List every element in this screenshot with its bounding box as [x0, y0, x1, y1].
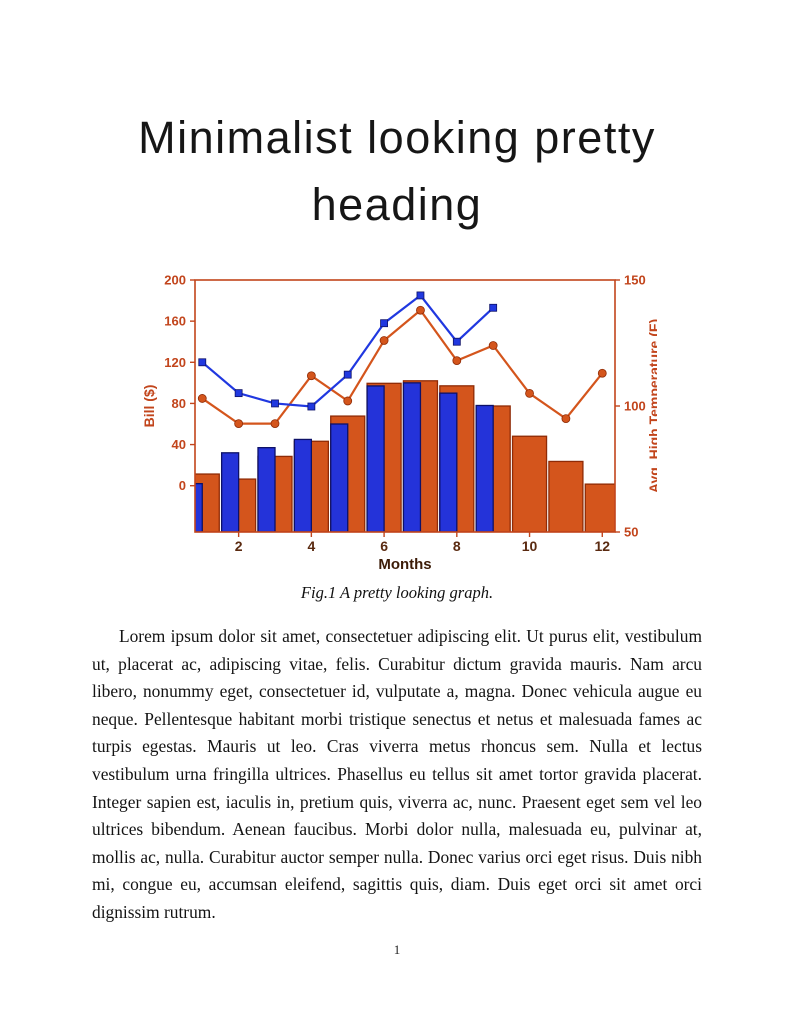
- left-tick-label: 0: [179, 478, 186, 493]
- temperature-line-marker: [452, 356, 462, 366]
- bill-line-marker: [343, 370, 352, 379]
- bill-bars: [194, 382, 494, 532]
- temperature-line-path: [201, 308, 604, 425]
- right-tick-label: 50: [624, 525, 638, 540]
- temperature-line-marker: [488, 341, 498, 350]
- temperature-line-marker: [306, 371, 316, 381]
- bill-line-marker: [271, 399, 279, 408]
- temperature-line: [197, 305, 607, 429]
- bill-line-marker: [198, 358, 207, 367]
- temperature-line-marker: [416, 305, 425, 315]
- x-tick-label: 10: [522, 538, 538, 554]
- left-tick-label: 120: [164, 355, 186, 370]
- bill-line-marker: [489, 303, 498, 312]
- bill-line-marker: [452, 337, 461, 346]
- temperature-line-marker: [597, 368, 607, 378]
- figure-chart: 0 40 80 120 160 200 50 100 150 2 4 6 8 10 12 Months Bill…: [137, 273, 662, 581]
- bill-line: [198, 291, 498, 411]
- bill-line-marker: [380, 319, 388, 328]
- page-number: 1: [393, 942, 401, 957]
- right-tick-label: 150: [624, 274, 646, 288]
- page-title: Minimalist looking pretty heading: [0, 0, 794, 238]
- x-tick-label: 12: [594, 538, 610, 554]
- bill-bars-bar: [330, 423, 349, 532]
- bill-bars-bar: [402, 382, 422, 532]
- temperature-line-marker: [561, 414, 571, 424]
- bill-line-marker: [234, 389, 243, 398]
- temperature-line-marker: [379, 336, 389, 345]
- body-paragraph: Lorem ipsum dolor sit amet, consectetuer…: [92, 626, 702, 922]
- temperature-line-marker: [525, 389, 534, 398]
- left-tick-label: 40: [172, 437, 186, 452]
- temperature-line-marker: [343, 396, 353, 406]
- left-axis-title: Bill ($): [141, 385, 157, 428]
- temperature-bars-bar: [584, 483, 616, 532]
- temperature-bars-bar: [548, 460, 584, 532]
- x-tick-label: 6: [380, 538, 388, 554]
- left-tick-label: 200: [164, 274, 186, 288]
- bill-bars-bar: [293, 438, 313, 532]
- temperature-bars: [194, 380, 616, 532]
- dual-axis-bar-line-chart: 0 40 80 120 160 200 50 100 150 2 4 6 8 10 12 Months Bill…: [141, 273, 662, 574]
- page-title-line2: heading: [311, 179, 483, 230]
- temperature-line-marker: [197, 394, 207, 403]
- x-axis-title: Months: [378, 556, 431, 573]
- page-title-line1: Minimalist looking pretty: [138, 112, 656, 163]
- x-tick-label: 8: [453, 538, 461, 554]
- bill-bars-bar: [475, 404, 494, 532]
- right-tick-label: 100: [624, 399, 646, 414]
- right-axis-title: Avg. High Temperature (F): [646, 319, 657, 493]
- x-tick-label: 4: [307, 538, 315, 554]
- bill-bars-bar: [439, 392, 458, 532]
- bill-bars-bar: [220, 452, 240, 532]
- temperature-line-marker: [234, 419, 244, 429]
- bill-line-marker: [416, 291, 425, 300]
- figure-caption: Fig.1 A pretty looking graph.: [300, 583, 494, 602]
- left-tick-label: 80: [172, 396, 186, 411]
- x-tick-label: 2: [235, 538, 243, 554]
- bill-bars-bar: [257, 447, 276, 532]
- bill-bars-bar: [366, 385, 385, 532]
- bill-bars-bar: [194, 483, 203, 532]
- bill-line-marker: [307, 402, 316, 411]
- temperature-line-marker: [270, 419, 280, 429]
- left-tick-label: 160: [164, 314, 186, 329]
- temperature-bars-bar: [511, 435, 548, 532]
